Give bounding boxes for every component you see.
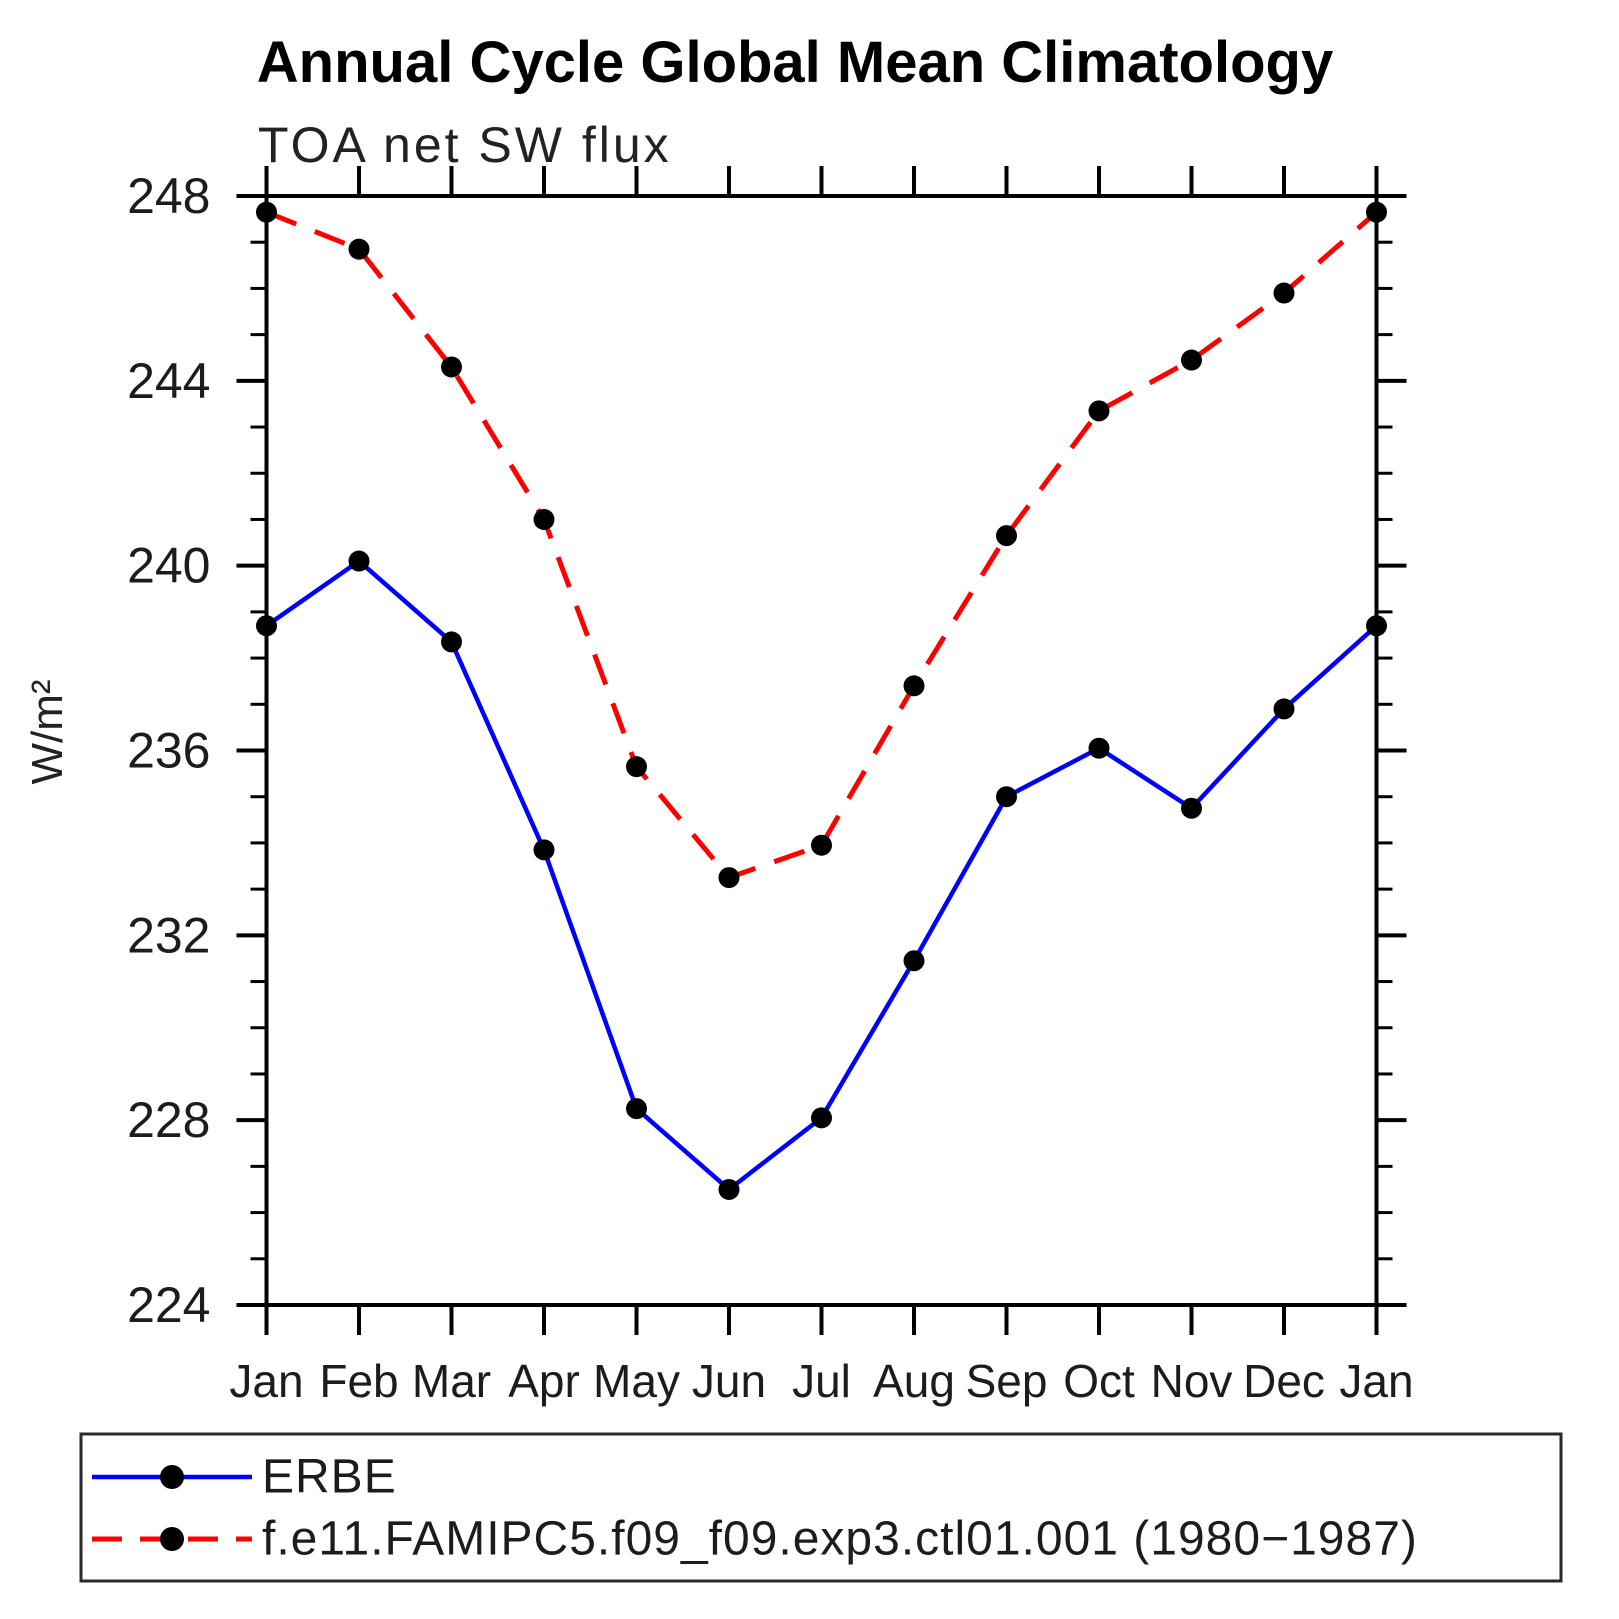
legend-erbe-marker-dot xyxy=(160,1465,184,1489)
y-tick-label: 224 xyxy=(127,1277,210,1333)
data-point-marker-1 xyxy=(256,201,277,223)
data-point-marker-1 xyxy=(441,356,462,378)
x-tick-label: Nov xyxy=(1151,1355,1233,1407)
x-tick-label: Dec xyxy=(1243,1355,1325,1407)
x-tick-label: Jan xyxy=(229,1355,303,1407)
y-tick-label: 236 xyxy=(127,723,210,779)
x-tick-label: Oct xyxy=(1063,1355,1135,1407)
data-point-marker-1 xyxy=(996,525,1017,547)
legend-model-marker-dot xyxy=(160,1527,184,1551)
x-tick-label: Jul xyxy=(792,1355,851,1407)
data-point-marker-0 xyxy=(1181,797,1202,819)
data-point-marker-0 xyxy=(348,550,370,572)
x-tick-label: Apr xyxy=(508,1355,580,1407)
y-axis-label: W/m² xyxy=(23,679,72,784)
x-tick-label: Aug xyxy=(873,1355,955,1407)
data-point-marker-1 xyxy=(626,756,647,778)
data-point-marker-0 xyxy=(256,615,277,637)
data-point-marker-0 xyxy=(811,1107,832,1129)
data-point-marker-0 xyxy=(996,786,1017,808)
legend: ERBE f.e11.FAMIPC5.f09_f09.exp3.ctl01.00… xyxy=(79,1432,1563,1583)
data-point-marker-0 xyxy=(1273,698,1295,720)
chart-title: Annual Cycle Global Mean Climatology xyxy=(257,30,1333,95)
x-tick-label: Mar xyxy=(412,1355,491,1407)
data-point-marker-1 xyxy=(903,675,925,697)
data-point-marker-1 xyxy=(533,508,555,530)
y-tick-label: 244 xyxy=(127,353,210,409)
data-point-marker-0 xyxy=(903,950,925,972)
data-point-marker-1 xyxy=(1273,282,1295,304)
data-point-marker-1 xyxy=(1181,349,1202,371)
data-point-marker-0 xyxy=(1366,615,1387,637)
plot-area: Jan Feb Mar Apr May Jun Jul Aug Sep Oct Nov Dec Jan 2… xyxy=(127,166,1414,1407)
data-point-marker-1 xyxy=(348,238,370,260)
x-tick-label: May xyxy=(593,1355,680,1407)
data-point-marker-0 xyxy=(441,631,462,653)
y-tick-label: 248 xyxy=(127,168,210,224)
legend-model-label: f.e11.FAMIPC5.f09_f09.exp3.ctl01.001 (19… xyxy=(262,1513,1418,1566)
data-point-marker-1 xyxy=(811,834,832,856)
x-tick-label: Feb xyxy=(319,1355,398,1407)
data-point-marker-0 xyxy=(533,839,555,861)
x-tick-label: Jun xyxy=(692,1355,766,1407)
y-tick-label: 240 xyxy=(127,538,210,594)
data-point-marker-1 xyxy=(1088,400,1110,422)
data-point-marker-1 xyxy=(718,867,740,889)
x-tick-label: Sep xyxy=(966,1355,1048,1407)
y-tick-label: 232 xyxy=(127,907,210,963)
data-point-marker-1 xyxy=(1366,201,1387,223)
data-point-marker-0 xyxy=(626,1098,647,1120)
x-tick-label: Jan xyxy=(1339,1355,1413,1407)
chart-subtitle: TOA net SW flux xyxy=(258,117,672,173)
plot-frame xyxy=(264,194,1379,1307)
data-point-marker-0 xyxy=(1088,737,1110,759)
series-line-1 xyxy=(265,209,1379,881)
data-point-marker-0 xyxy=(718,1178,740,1200)
legend-box xyxy=(79,1432,1563,1583)
y-tick-label: 228 xyxy=(127,1092,210,1148)
series-line-0 xyxy=(265,558,1379,1193)
legend-erbe-label: ERBE xyxy=(262,1451,397,1504)
